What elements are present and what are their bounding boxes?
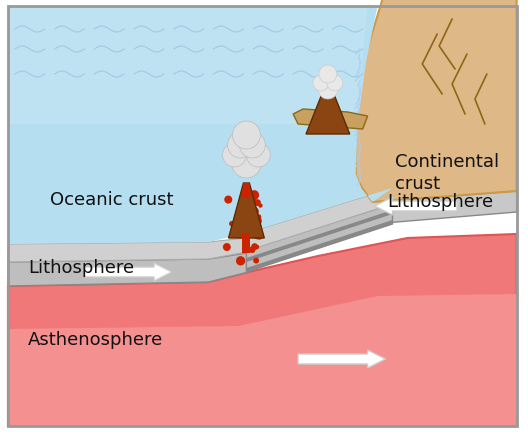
Text: Oceanic crust: Oceanic crust <box>50 191 173 208</box>
Circle shape <box>327 76 343 92</box>
Circle shape <box>240 211 249 221</box>
Circle shape <box>256 215 261 220</box>
Circle shape <box>251 197 256 202</box>
FancyArrow shape <box>298 350 385 368</box>
Circle shape <box>250 207 259 217</box>
Circle shape <box>247 197 251 201</box>
Circle shape <box>240 133 265 159</box>
Circle shape <box>223 243 231 251</box>
Circle shape <box>249 191 259 201</box>
Circle shape <box>251 243 258 250</box>
Circle shape <box>229 221 234 227</box>
Circle shape <box>253 258 259 264</box>
Circle shape <box>247 209 251 214</box>
Polygon shape <box>306 90 350 135</box>
Polygon shape <box>356 0 517 203</box>
Polygon shape <box>8 238 247 263</box>
Polygon shape <box>293 110 367 130</box>
Circle shape <box>249 217 258 226</box>
Text: Lithosphere: Lithosphere <box>388 193 494 210</box>
Polygon shape <box>229 184 265 238</box>
FancyArrow shape <box>84 263 172 281</box>
Circle shape <box>313 76 329 92</box>
Text: Lithosphere: Lithosphere <box>28 258 134 276</box>
Circle shape <box>318 80 338 100</box>
Circle shape <box>253 217 262 226</box>
Circle shape <box>258 204 262 208</box>
Circle shape <box>231 149 261 178</box>
Polygon shape <box>8 294 517 426</box>
Circle shape <box>247 144 270 168</box>
Text: Asthenosphere: Asthenosphere <box>28 330 163 348</box>
Polygon shape <box>8 253 253 286</box>
Circle shape <box>249 247 256 253</box>
Circle shape <box>223 144 247 168</box>
Polygon shape <box>241 184 251 198</box>
Polygon shape <box>8 234 517 426</box>
Circle shape <box>224 196 232 204</box>
Circle shape <box>241 201 247 208</box>
Circle shape <box>239 221 244 226</box>
Bar <box>242 233 250 253</box>
Polygon shape <box>247 210 392 263</box>
Circle shape <box>254 200 261 207</box>
Polygon shape <box>247 220 392 273</box>
Circle shape <box>253 233 261 240</box>
Text: Continental
crust: Continental crust <box>395 152 499 193</box>
Circle shape <box>228 133 253 159</box>
Circle shape <box>319 66 337 84</box>
Polygon shape <box>373 191 517 224</box>
Polygon shape <box>243 188 392 253</box>
Circle shape <box>254 245 259 250</box>
Circle shape <box>232 122 260 150</box>
Polygon shape <box>247 204 392 273</box>
Circle shape <box>255 232 263 240</box>
Circle shape <box>233 228 238 232</box>
FancyArrow shape <box>374 197 457 216</box>
Circle shape <box>236 256 246 266</box>
Polygon shape <box>8 7 392 244</box>
Circle shape <box>249 220 257 227</box>
Polygon shape <box>8 7 367 125</box>
